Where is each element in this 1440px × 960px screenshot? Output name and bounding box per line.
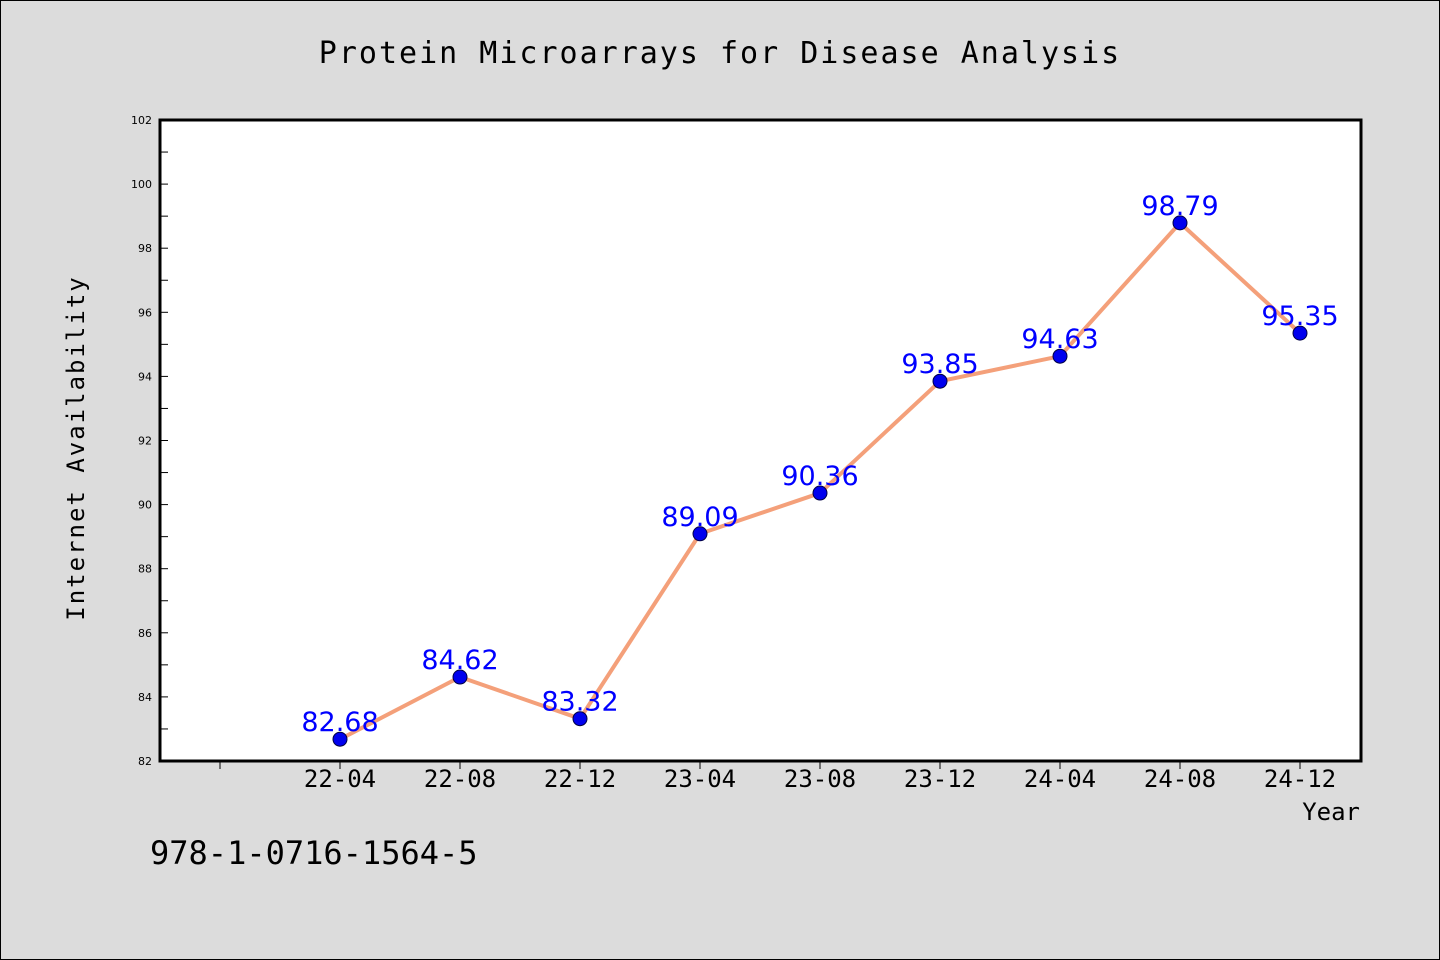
x-tick-label: 23-04	[664, 765, 736, 793]
plot-area	[158, 118, 1363, 763]
y-tick-label: 90	[138, 499, 152, 512]
data-label: 94.63	[1021, 324, 1098, 355]
y-tick-label: 86	[138, 627, 152, 640]
data-point	[1292, 325, 1308, 341]
data-point	[812, 485, 828, 501]
x-tick-label: 22-08	[424, 765, 496, 793]
data-point	[932, 373, 948, 389]
x-tick-label: 23-12	[904, 765, 976, 793]
x-tick-label: 24-12	[1264, 765, 1336, 793]
y-tick-label: 96	[138, 306, 152, 319]
data-label: 83.32	[541, 687, 618, 718]
data-label: 89.09	[661, 502, 738, 533]
data-point	[1052, 348, 1068, 364]
data-label: 98.79	[1141, 191, 1218, 222]
chart-title: Protein Microarrays for Disease Analysis	[319, 36, 1121, 71]
x-tick-label: 24-08	[1144, 765, 1216, 793]
y-axis-label: Internet Availability	[62, 275, 90, 620]
y-tick-label: 92	[138, 435, 152, 448]
y-tick-label: 88	[138, 563, 152, 576]
data-point	[692, 526, 708, 542]
y-tick-label: 82	[138, 755, 152, 768]
isbn-annotation: 978-1-0716-1564-5	[150, 834, 478, 872]
y-tick-label: 98	[138, 242, 152, 255]
data-label: 93.85	[901, 349, 978, 380]
x-tick-label: 22-12	[544, 765, 616, 793]
data-label: 82.68	[301, 707, 378, 738]
y-tick-label: 84	[138, 691, 152, 704]
data-series: 82.68 84.62 83.32 89.09 90.36 93.85 94.63 98.79…	[301, 191, 1339, 747]
data-point	[332, 731, 348, 747]
data-point	[452, 669, 468, 685]
x-tick-label: 24-04	[1024, 765, 1096, 793]
data-label: 84.62	[421, 645, 498, 676]
x-axis-label: Year	[1302, 798, 1360, 826]
x-tick-label: 23-08	[784, 765, 856, 793]
y-axis: 82 84 86 88 90 92 94 96 98 100 102	[131, 114, 168, 768]
y-tick-label: 94	[138, 370, 152, 383]
data-label: 90.36	[781, 461, 858, 492]
y-tick-label: 100	[131, 178, 152, 191]
data-point	[1172, 215, 1188, 231]
data-label: 95.35	[1261, 301, 1338, 332]
x-axis: 22-04 22-08 22-12 23-04 23-08 23-12 24-04 24-08…	[219, 761, 1336, 793]
x-tick-label: 22-04	[304, 765, 376, 793]
y-tick-label: 102	[131, 114, 152, 127]
data-point	[572, 711, 588, 727]
